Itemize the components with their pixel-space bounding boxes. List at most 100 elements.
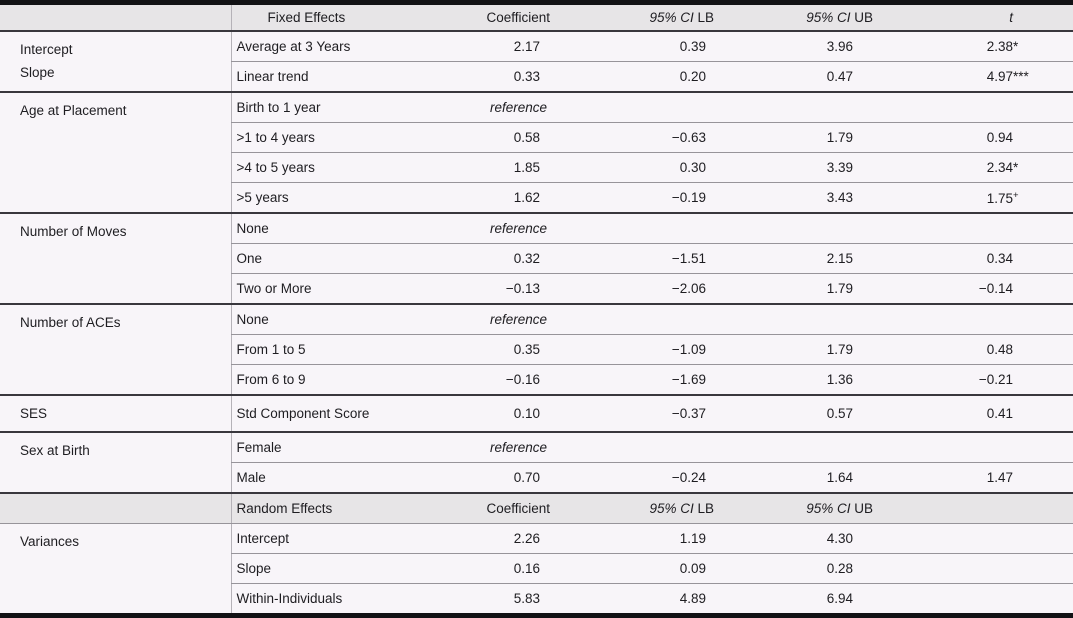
- ci-ub-cell: [720, 304, 880, 335]
- t-value: 2.34: [986, 160, 1013, 175]
- coefficient-cell: 2.17: [420, 31, 560, 62]
- ci-ub-cell: 0.57: [720, 395, 880, 433]
- predictor-cell: From 1 to 5: [230, 334, 420, 365]
- coefficient-cell: 0.10: [420, 395, 560, 433]
- ci-lb-cell: −0.19: [560, 182, 720, 214]
- ci-lb-cell: −0.63: [560, 122, 720, 153]
- table-row: SES Std Component Score 0.10 −0.37 0.57 0.41: [0, 395, 1073, 433]
- ci-lb-cell: 0.30: [560, 152, 720, 183]
- ci-italic-label: 95% CI: [806, 501, 851, 516]
- predictor-cell: None: [230, 213, 420, 244]
- ci-ub-cell: 3.96: [720, 31, 880, 62]
- group-label-cell: Number of ACEs: [0, 304, 231, 396]
- ci-lb-cell: −2.06: [560, 273, 720, 305]
- predictor-cell: None: [230, 304, 420, 335]
- ci-italic-label: 95% CI: [806, 10, 851, 25]
- predictor-cell: Intercept: [230, 523, 420, 554]
- table-row: Slope 0.16 0.09 0.28: [0, 553, 1073, 584]
- predictor-cell: Two or More: [230, 273, 420, 305]
- ci-lb-cell: 0.20: [560, 61, 720, 93]
- predictor-cell: Within-Individuals: [230, 583, 420, 617]
- column-header-coefficient: Coefficient: [420, 2, 560, 32]
- coefficient-cell: 2.26: [420, 523, 560, 554]
- column-header-ci-ub: 95% CI UB: [720, 493, 880, 524]
- coefficient-cell: 0.58: [420, 122, 560, 153]
- predictor-cell: Slope: [230, 553, 420, 584]
- fixed-effects-body: Intercept Slope Average at 3 Years 2.17 0.39…: [0, 31, 1073, 494]
- ci-lb-cell: −1.69: [560, 364, 720, 396]
- predictor-cell: Birth to 1 year: [230, 92, 420, 123]
- t-cell: 2.34*: [880, 152, 1073, 183]
- column-header-t-empty: [880, 493, 1073, 524]
- t-value: 1.75: [986, 190, 1013, 206]
- ci-lb-cell: [560, 432, 720, 463]
- header-spacer-cell: [0, 493, 231, 524]
- t-cell: 4.97***: [880, 61, 1073, 93]
- ci-lb-cell: −0.24: [560, 462, 720, 494]
- table-row: Intercept Slope Average at 3 Years 2.17 0.39…: [0, 31, 1073, 93]
- predictor-cell: Average at 3 Years: [230, 31, 420, 62]
- predictor-cell: >4 to 5 years: [230, 152, 420, 183]
- t-cell: −0.21: [880, 364, 1073, 396]
- coefficient-cell: 0.35: [420, 334, 560, 365]
- reference-cell: reference: [420, 92, 560, 123]
- group-label-line: Intercept: [20, 42, 73, 57]
- t-cell: 2.38*: [880, 31, 1073, 62]
- predictor-cell: Std Component Score: [230, 395, 420, 433]
- t-empty-cell: [880, 583, 1073, 617]
- t-value: −0.14: [978, 281, 1013, 296]
- group-label-line: Variances: [20, 534, 80, 549]
- predictor-cell: From 6 to 9: [230, 364, 420, 396]
- t-cell: [880, 432, 1073, 463]
- ci-lb-cell: [560, 304, 720, 335]
- column-header-random-effects: Random Effects: [230, 493, 420, 524]
- t-cell: [880, 304, 1073, 335]
- table-row: >4 to 5 years 1.85 0.30 3.39 2.34*: [0, 152, 1073, 183]
- predictor-cell: Female: [230, 432, 420, 463]
- t-value: 1.47: [986, 470, 1013, 485]
- table-row: One 0.32 −1.51 2.15 0.34: [0, 243, 1073, 274]
- predictor-cell: Male: [230, 462, 420, 494]
- table-row: Age at Placement Birth to 1 year reference: [0, 92, 1073, 214]
- ci-ub-cell: 1.64: [720, 462, 880, 494]
- group-label-cell: SES: [0, 395, 231, 433]
- group-label-line: Number of Moves: [20, 224, 127, 239]
- ci-ub-cell: 3.39: [720, 152, 880, 183]
- coefficient-cell: 0.32: [420, 243, 560, 274]
- ci-lb-cell: −1.51: [560, 243, 720, 274]
- group-label-cell: Number of Moves: [0, 213, 231, 305]
- group-label-line: Number of ACEs: [20, 315, 121, 330]
- ci-ub-cell: [720, 432, 880, 463]
- random-effects-header-section: Random Effects Coefficient 95% CI LB 95%…: [0, 493, 1073, 524]
- predictor-cell: >5 years: [230, 182, 420, 214]
- reference-cell: reference: [420, 213, 560, 244]
- header-spacer-cell: [0, 2, 231, 32]
- t-cell: 0.48: [880, 334, 1073, 365]
- fixed-effects-header-row: Fixed Effects Coefficient 95% CI LB 95% …: [0, 2, 1073, 32]
- column-header-t: t: [880, 2, 1073, 32]
- t-value: 0.94: [986, 130, 1013, 145]
- column-header-ci-ub: 95% CI UB: [720, 2, 880, 32]
- table-row: From 6 to 9 −0.16 −1.69 1.36 −0.21: [0, 364, 1073, 396]
- reference-cell: reference: [420, 432, 560, 463]
- lb-label: LB: [697, 10, 714, 25]
- coefficient-cell: −0.13: [420, 273, 560, 305]
- predictor-cell: Linear trend: [230, 61, 420, 93]
- table-row: Sex at Birth Female reference: [0, 432, 1073, 494]
- t-cell: 0.34: [880, 243, 1073, 274]
- group-label-line: SES: [20, 406, 48, 421]
- t-cell: 0.94: [880, 122, 1073, 153]
- ub-label: UB: [854, 501, 873, 516]
- table-row: Number of Moves None reference: [0, 213, 1073, 305]
- predictor-cell: One: [230, 243, 420, 274]
- column-header-fixed-effects: Fixed Effects: [230, 2, 420, 32]
- table-row: Linear trend 0.33 0.20 0.47 4.97***: [0, 61, 1073, 93]
- coefficient-cell: 1.62: [420, 182, 560, 214]
- group-label-cell: Sex at Birth: [0, 432, 231, 494]
- group-label-line: Age at Placement: [20, 103, 127, 118]
- t-empty-cell: [880, 523, 1073, 554]
- table-row: Number of ACEs None reference: [0, 304, 1073, 396]
- group-label-cell: Age at Placement: [0, 92, 231, 214]
